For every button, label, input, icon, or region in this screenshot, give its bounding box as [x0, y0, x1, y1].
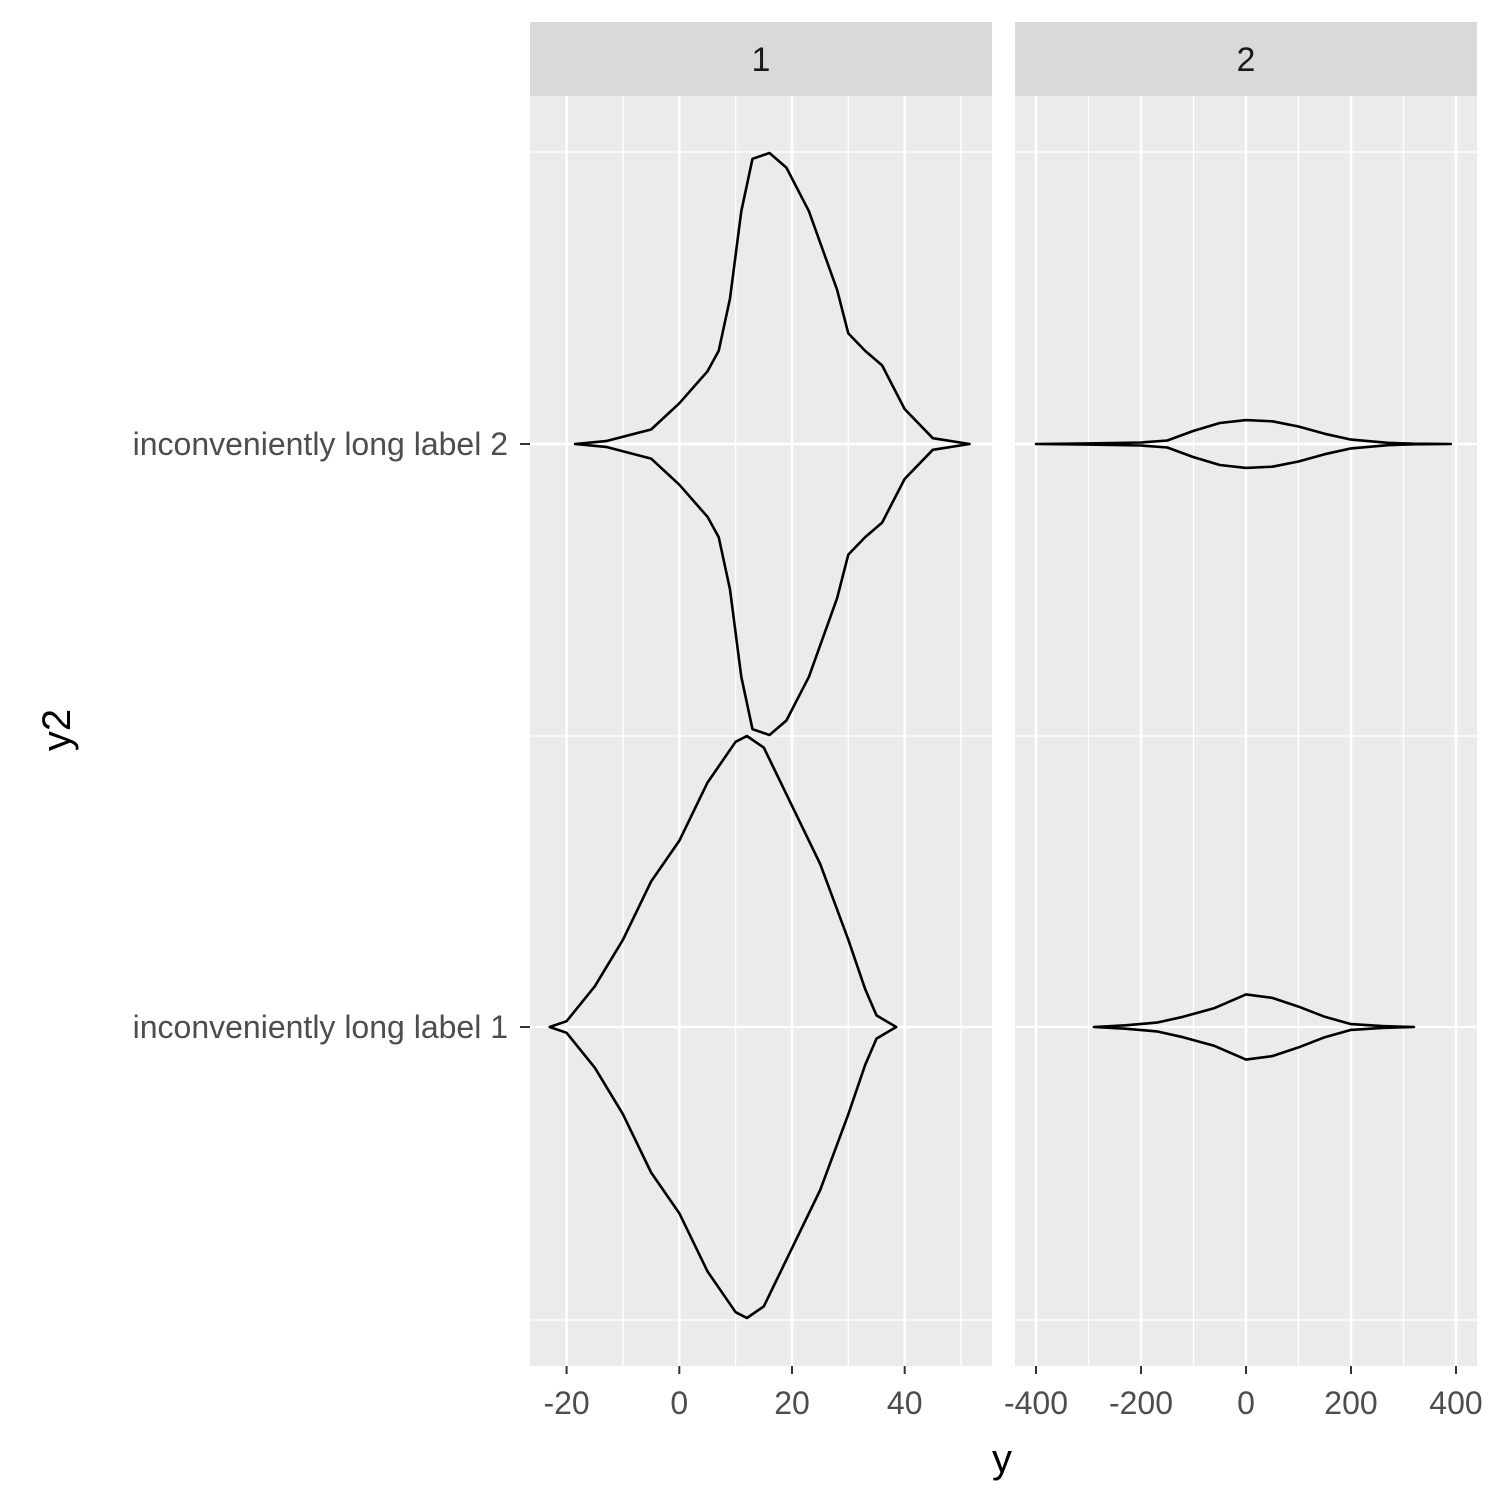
facet-strip-label: 1 — [752, 41, 771, 79]
y-tick-label: inconveniently long label 2 — [133, 426, 508, 462]
violin-1 — [1092, 993, 1416, 1061]
x-tick-label: 0 — [670, 1385, 688, 1421]
violin-2 — [1034, 418, 1453, 470]
y-tick-label: inconveniently long label 1 — [133, 1009, 508, 1045]
x-tick-label: 0 — [1237, 1385, 1255, 1421]
violin-1 — [548, 734, 898, 1320]
x-tick-label: -20 — [543, 1385, 589, 1421]
x-tick-label: 200 — [1324, 1385, 1377, 1421]
x-tick-label: 40 — [887, 1385, 923, 1421]
x-tick-label: 400 — [1429, 1385, 1482, 1421]
violin-2 — [573, 151, 971, 737]
facet-strip — [530, 22, 992, 96]
x-tick-label: -200 — [1109, 1385, 1173, 1421]
y-axis: inconveniently long label 1 inconvenientl… — [133, 426, 530, 1045]
facet-strip — [1015, 22, 1477, 96]
facet-strip-label: 2 — [1237, 41, 1256, 79]
facet-panel-1: 1 -20 0 20 40 — [530, 22, 992, 1421]
panels-layer: 1-20 0 20 402-400 -200 0 200 400 — [530, 22, 1483, 1421]
x-tick-label: -400 — [1004, 1385, 1068, 1421]
facet-panel-2: 2 -400 -200 0 200 400 — [1004, 22, 1483, 1421]
y-axis-title: y2 — [35, 709, 79, 751]
x-tick-label: 20 — [774, 1385, 810, 1421]
x-axis-title: y — [992, 1437, 1012, 1481]
